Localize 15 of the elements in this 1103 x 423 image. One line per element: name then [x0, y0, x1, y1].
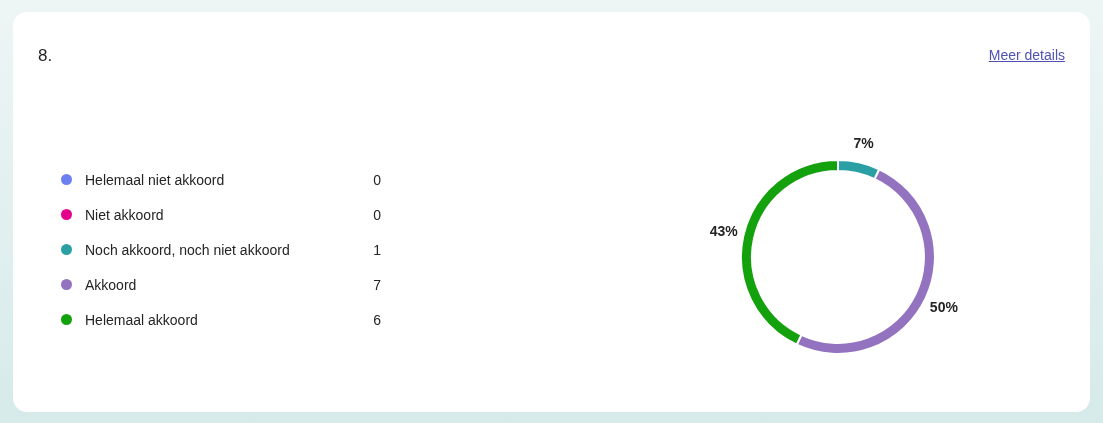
data-label: 50%: [929, 298, 959, 315]
legend-label: Noch akkoord, noch niet akkoord: [85, 241, 291, 258]
text: 0: [373, 171, 381, 188]
text: Meer details: [988, 47, 1065, 63]
text: 7: [373, 276, 381, 293]
data-label: 43%: [709, 223, 739, 240]
text: 0: [373, 206, 381, 223]
legend-label: Niet akkoord: [85, 206, 165, 223]
legend-label: Helemaal akkoord: [85, 311, 199, 328]
text: 6: [373, 311, 381, 328]
legend-label: Helemaal niet akkoord: [85, 171, 226, 188]
chart-title: 8.: [38, 46, 53, 66]
text: 1: [373, 241, 381, 258]
data-label: 7%: [853, 134, 875, 151]
legend-label: Akkoord: [85, 276, 138, 293]
